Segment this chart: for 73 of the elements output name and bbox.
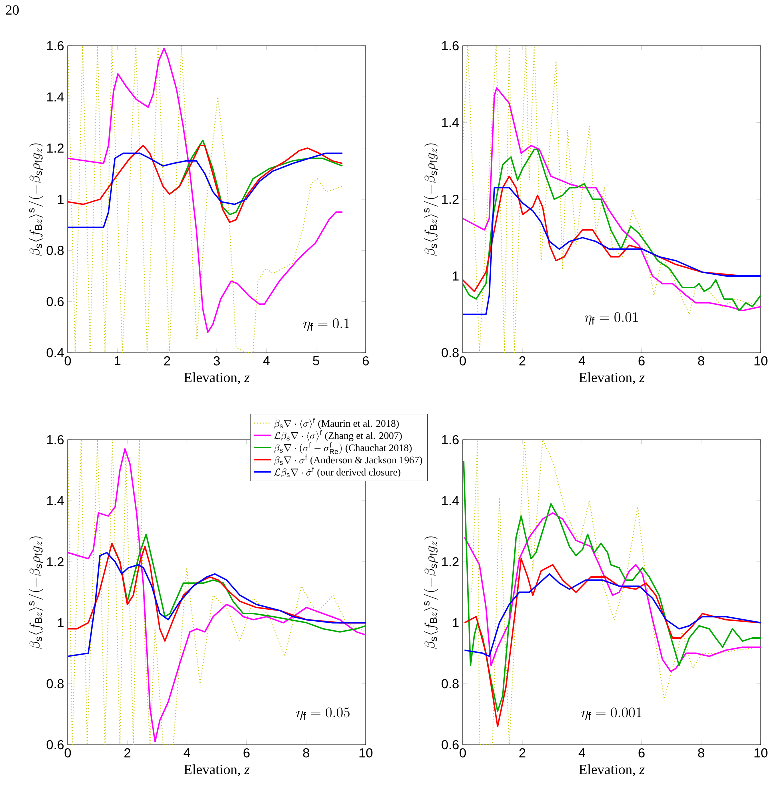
x-axis-title: Elevation, z [579, 764, 645, 776]
y-tick-label: 1.4 [442, 496, 460, 506]
x-tick-label: 2 [124, 748, 131, 758]
x-tick-label: 0 [64, 748, 72, 758]
x-axis-title: Elevation, z [184, 764, 250, 776]
y-axis-title: $\beta_\mathrm{s}\langle f_{\mathrm{B}z}\rangle^\mathrm{s}/(-\beta_\mathrm{s}\rho_\mathrm{f}g_z)$ [424, 144, 439, 256]
annotation: $\eta_\mathrm{f}=0.1$ [304, 318, 350, 332]
x-tick-label: 2 [164, 356, 170, 366]
annotation: $\eta_\mathrm{f}=0.001$ [582, 708, 642, 720]
y-tick-label: 1.2 [47, 557, 64, 567]
x-tick-label: 0 [64, 356, 72, 366]
x-tick-label: 5 [313, 356, 320, 366]
legend-label: $\beta_\mathrm{s}\nabla\cdot\sigma^\mathrm{f}\ \mbox{(Anderson \& Jackson 1967)}$ [274, 454, 422, 466]
y-axis-title: $\beta_\mathrm{s}\langle f_{\mathrm{B}z}\rangle^\mathrm{s}/(-\beta_\mathrm{s}\rho_\mathrm{f}g_z)$ [29, 144, 44, 256]
line-series [464, 512, 761, 672]
x-tick-label: 3 [214, 356, 220, 366]
y-tick-label: 1.4 [442, 118, 460, 128]
y-tick-label: 0.6 [46, 297, 64, 306]
x-axis-title: Elevation, z [579, 372, 645, 384]
y-tick-label: 1 [58, 618, 64, 628]
x-tick-label: 2 [520, 748, 526, 758]
x-tick-label: 10 [754, 748, 768, 758]
y-tick-label: 0.8 [442, 679, 459, 689]
y-tick-label: 1.6 [47, 41, 64, 51]
x-tick-label: 4 [184, 748, 190, 758]
annotation: $\eta_\mathrm{f}=0.05$ [296, 708, 350, 720]
legend-label: $\beta_\mathrm{s}\nabla\cdot\langle\sigma\rangle^\mathrm{f}\ \mbox{(Maurin et al. 2018)}$ [274, 418, 399, 430]
x-tick-label: 6 [244, 748, 250, 758]
legend-label: $\mathcal{L}\beta_\mathrm{s}\nabla\cdot\hat{\sigma}^\mathrm{f}\ \mbox{(our derived closure)}$ [274, 467, 401, 478]
text: 20 [6, 6, 19, 15]
x-tick-label: 4 [578, 748, 586, 758]
x-tick-label: 2 [520, 356, 526, 366]
y-tick-label: 1 [453, 272, 459, 281]
x-axis-title: Elevation, z [184, 372, 250, 384]
y-tick-label: 0.8 [46, 679, 64, 689]
y-tick-label: 1 [453, 618, 459, 628]
x-tick-label: 6 [363, 356, 370, 366]
y-tick-label: 1.6 [442, 41, 459, 51]
legend-label: $\mathcal{L}\beta_\mathrm{s}\nabla\cdot\langle\sigma\rangle^\mathrm{f}\ \mbox{(Zhang et al. 2007)}$ [274, 430, 402, 442]
legend-label: $\beta_\mathrm{s}\nabla\cdot(\sigma^\mathrm{f}-\sigma^\mathrm{f}_\mathrm{Re})\ \mbox{(Chauchat 2018)}$ [274, 442, 412, 454]
y-tick-label: 1.6 [442, 435, 459, 445]
x-tick-label: 10 [360, 748, 373, 758]
x-tick-label: 10 [754, 356, 768, 366]
line-series [68, 552, 366, 658]
x-tick-label: 8 [698, 748, 704, 758]
y-tick-label: 1.2 [442, 557, 459, 567]
y-tick-label: 1.4 [47, 92, 64, 102]
x-tick-label: 1 [115, 356, 121, 366]
y-tick-label: 1.2 [47, 144, 64, 153]
y-axis-title: $\beta_\mathrm{s}\langle f_{\mathrm{B}z}\rangle^\mathrm{s}/(-\beta_\mathrm{s}\rho_\mathrm{f}g_z)$ [424, 536, 439, 650]
y-axis-title: $\beta_\mathrm{s}\langle f_{\mathrm{B}z}\rangle^\mathrm{s}/(-\beta_\mathrm{s}\rho_\mathrm{f}g_z)$ [29, 536, 44, 650]
y-tick-label: 0.8 [46, 246, 64, 256]
y-tick-label: 1.4 [47, 496, 64, 506]
line-series [463, 46, 761, 353]
y-tick-label: 0.4 [46, 348, 64, 358]
x-tick-label: 6 [638, 748, 645, 758]
x-tick-label: 4 [263, 356, 270, 366]
x-tick-label: 8 [698, 356, 704, 366]
x-tick-label: 4 [578, 356, 586, 366]
line-series [464, 573, 761, 658]
x-tick-label: 0 [460, 356, 466, 366]
line-series [464, 558, 761, 728]
y-tick-label: 0.8 [442, 348, 459, 358]
line-series [463, 88, 761, 312]
y-tick-label: 1.6 [47, 435, 64, 445]
y-tick-label: 0.6 [442, 740, 459, 750]
y-tick-label: 0.6 [46, 740, 64, 750]
annotation: $\eta_\mathrm{f}=0.01$ [585, 312, 638, 326]
x-tick-label: 8 [303, 748, 310, 758]
x-tick-label: 6 [638, 356, 645, 366]
x-tick-label: 0 [460, 748, 466, 758]
y-tick-label: 1 [58, 195, 64, 204]
y-tick-label: 1.2 [442, 194, 459, 204]
